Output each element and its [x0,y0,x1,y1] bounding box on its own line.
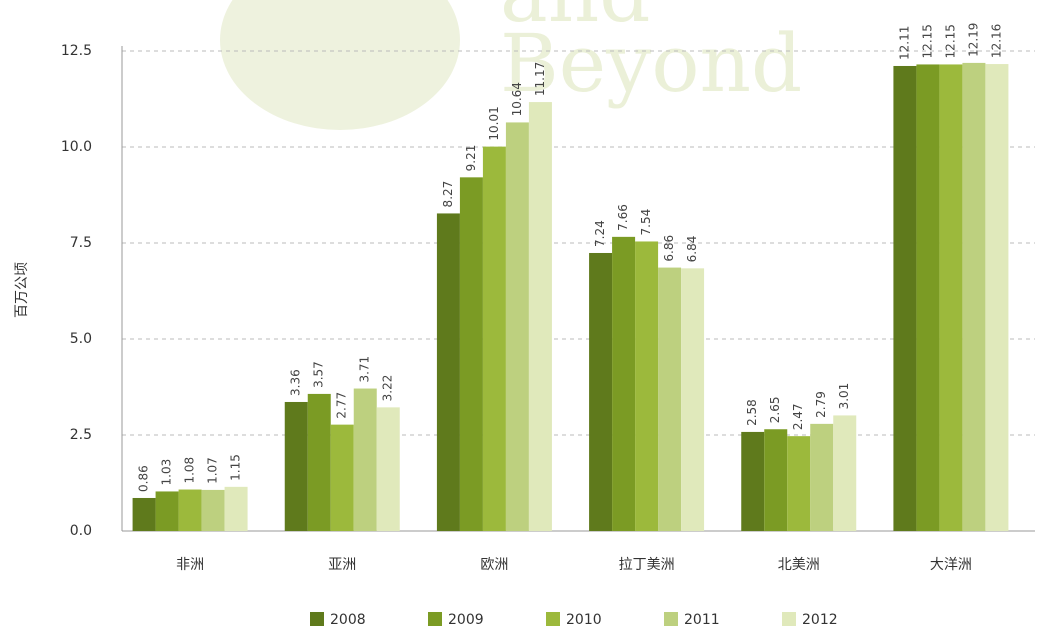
legend-label: 2008 [330,612,366,628]
value-label: 1.03 [160,459,174,486]
bar [330,424,354,531]
x-tick-label: 非洲 [176,557,204,573]
value-label: 10.64 [510,82,524,116]
bar [459,177,483,531]
watermark: and [500,0,650,40]
value-label: 12.16 [989,24,1003,58]
bar [307,393,331,531]
x-tick-label: 大洋洲 [930,557,972,573]
bar [505,122,529,531]
bar [939,64,963,531]
bar [681,268,705,531]
value-label: 7.24 [593,220,607,247]
value-label: 3.36 [289,369,303,396]
legend-swatch [782,612,796,626]
value-label: 0.86 [137,465,151,492]
value-label: 12.15 [943,24,957,58]
watermark: Beyond [500,17,802,110]
bar [916,64,940,531]
bar [810,423,834,531]
bar [985,64,1009,531]
value-label: 6.84 [685,236,699,263]
value-label: 11.17 [533,62,547,96]
bar [224,486,248,531]
bar [741,431,765,531]
legend-swatch [428,612,442,626]
x-tick-label: 拉丁美洲 [619,557,675,573]
value-label: 12.11 [897,26,911,60]
value-label: 7.54 [639,209,653,236]
value-label: 1.15 [229,454,243,481]
bar [284,401,308,531]
bar [962,62,986,532]
bar [764,429,788,531]
bar [201,489,225,531]
bar [155,491,179,531]
y-tick-label: 2.5 [70,427,92,443]
bar [893,65,917,531]
bar [353,388,377,531]
legend-swatch [310,612,324,626]
value-label: 2.47 [791,403,805,430]
bar [482,146,506,531]
value-label: 3.57 [312,361,326,388]
value-label: 3.01 [837,383,851,410]
x-tick-label: 欧洲 [480,557,508,573]
bar [132,497,156,531]
legend-label: 2010 [566,612,602,628]
value-label: 3.71 [358,356,372,383]
value-label: 10.01 [487,106,501,140]
value-label: 2.65 [768,397,782,424]
value-label: 2.77 [335,392,349,419]
legend-label: 2012 [802,612,838,628]
bar [787,436,811,531]
value-label: 2.58 [745,399,759,426]
bar [376,407,400,531]
bar [178,489,202,531]
y-axis-label: 百万公顷 [14,262,30,318]
value-label: 1.08 [183,457,197,484]
y-tick-label: 12.5 [61,43,92,59]
bar [658,267,682,531]
x-tick-label: 北美洲 [778,557,820,573]
y-tick-label: 0.0 [70,523,92,539]
bar [635,241,659,532]
value-label: 3.22 [381,375,395,402]
value-label: 6.86 [662,235,676,262]
bar [612,236,636,531]
watermark-logo [220,0,460,130]
value-label: 1.07 [206,457,220,484]
value-label: 2.79 [814,391,828,418]
value-label: 7.66 [616,204,630,231]
legend-swatch [546,612,560,626]
value-label: 8.27 [441,181,455,208]
bar [436,213,460,531]
y-tick-label: 5.0 [70,331,92,347]
y-tick-label: 7.5 [70,235,92,251]
value-label: 12.15 [920,24,934,58]
legend-label: 2011 [684,612,720,628]
legend-swatch [664,612,678,626]
value-label: 12.19 [966,23,980,57]
bar [833,415,857,531]
value-label: 9.21 [464,145,478,172]
x-tick-label: 亚洲 [328,557,356,573]
bar [589,252,613,531]
legend-label: 2009 [448,612,484,628]
y-tick-label: 10.0 [61,139,92,155]
bar [528,102,552,532]
